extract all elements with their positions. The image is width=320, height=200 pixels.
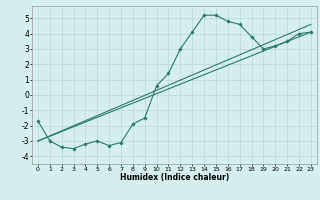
X-axis label: Humidex (Indice chaleur): Humidex (Indice chaleur) — [120, 173, 229, 182]
